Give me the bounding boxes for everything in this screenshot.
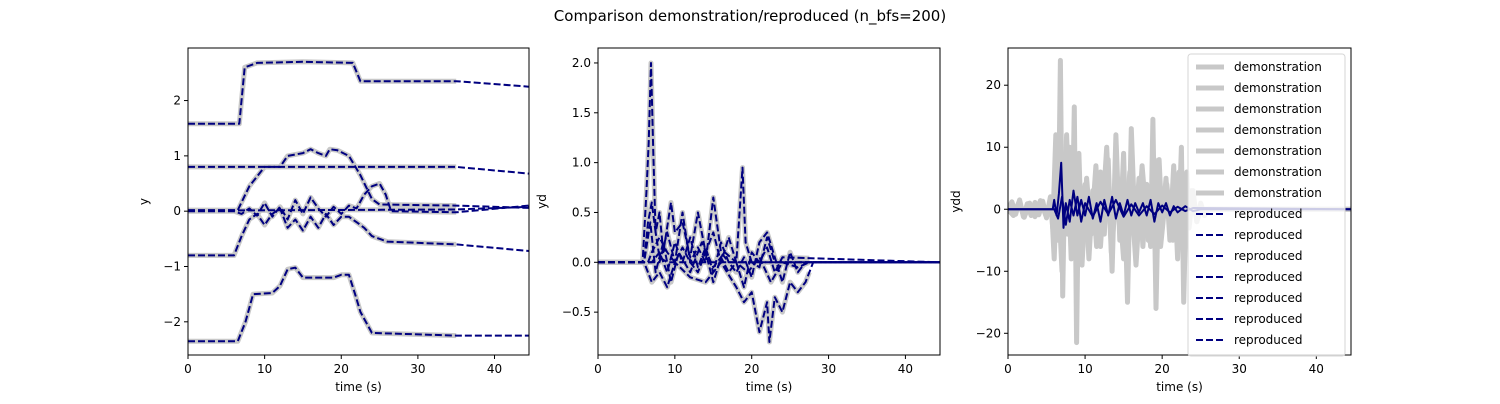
y-tick-label: 2.0 bbox=[572, 56, 591, 70]
x-tick-label: 20 bbox=[334, 362, 349, 376]
reproduced-line-1 bbox=[1008, 161, 1351, 229]
reproduced-line-2 bbox=[188, 165, 529, 175]
reproduced-line-7 bbox=[188, 266, 529, 343]
reproduced-line-7 bbox=[598, 221, 940, 284]
y-axis-label: y bbox=[137, 198, 151, 205]
y-tick-label: 1.5 bbox=[572, 106, 591, 120]
legend-label: reproduced bbox=[1234, 291, 1303, 305]
reproduced-line-2 bbox=[1008, 195, 1351, 226]
panel-3: 0 10 20 30 40 −20 −10 0 10 20 time (s) ydd demonstra… bbox=[949, 47, 1352, 394]
reproduced-line-6 bbox=[188, 207, 529, 257]
x-tick-label: 0 bbox=[594, 362, 602, 376]
x-tick-label: 20 bbox=[744, 362, 759, 376]
legend-label: demonstration bbox=[1234, 123, 1322, 137]
reproduced-line-3 bbox=[188, 148, 529, 212]
legend-label: reproduced bbox=[1234, 228, 1303, 242]
x-tick-label: 30 bbox=[1232, 362, 1247, 376]
plot-area-3 bbox=[1008, 57, 1351, 346]
y-tick-label: 1.0 bbox=[572, 156, 591, 170]
plot-area-2 bbox=[598, 60, 940, 345]
y-tick-label: 0 bbox=[993, 202, 1001, 216]
y-axis-label: ydd bbox=[949, 190, 963, 212]
plot-area-1 bbox=[188, 59, 529, 344]
y-tick-label: 0.0 bbox=[572, 255, 591, 269]
legend-label: demonstration bbox=[1234, 102, 1322, 116]
reproduced-line-4 bbox=[598, 261, 940, 343]
x-tick-label: 30 bbox=[410, 362, 425, 376]
x-tick-label: 40 bbox=[487, 362, 502, 376]
y-tick-label: 1 bbox=[173, 149, 181, 163]
y-tick-label: −10 bbox=[976, 264, 1001, 278]
legend-label: reproduced bbox=[1234, 270, 1303, 284]
x-axis-label: time (s) bbox=[1156, 380, 1203, 394]
axes-frame-3 bbox=[1007, 47, 1352, 356]
axes-frame-1 bbox=[187, 47, 530, 356]
x-tick-label: 10 bbox=[667, 362, 682, 376]
legend-label: reproduced bbox=[1234, 249, 1303, 263]
reproduced-line-2 bbox=[598, 166, 940, 264]
legend-box bbox=[1187, 53, 1346, 357]
y-tick-label: −0.5 bbox=[562, 305, 591, 319]
panel-2: 0 10 20 30 40 −0.5 0.0 0.5 1.0 1.5 2.0 time (s) yd bbox=[535, 47, 941, 394]
legend-label: demonstration bbox=[1234, 60, 1322, 74]
legend-label: demonstration bbox=[1234, 81, 1322, 95]
legend: demonstration demonstration demonstration d… bbox=[1187, 53, 1346, 357]
axes-frame-2 bbox=[597, 47, 941, 356]
y-tick-label: 10 bbox=[986, 140, 1001, 154]
y-tick-label: 20 bbox=[986, 78, 1001, 92]
x-axis-label: time (s) bbox=[335, 380, 382, 394]
x-tick-label: 0 bbox=[184, 362, 192, 376]
panel-1: 0 10 20 30 40 −2 −1 0 1 2 time (s) y bbox=[137, 47, 530, 394]
y-tick-label: −20 bbox=[976, 326, 1001, 340]
x-tick-label: 10 bbox=[257, 362, 272, 376]
figure-title: Comparison demonstration/reproduced (n_b… bbox=[554, 7, 946, 26]
legend-label: demonstration bbox=[1234, 144, 1322, 158]
x-tick-label: 20 bbox=[1155, 362, 1170, 376]
y-tick-label: 0.5 bbox=[572, 205, 591, 219]
legend-label: reproduced bbox=[1234, 312, 1303, 326]
x-tick-label: 10 bbox=[1077, 362, 1092, 376]
x-tick-label: 0 bbox=[1004, 362, 1012, 376]
reproduced-line-6 bbox=[598, 196, 940, 269]
legend-label: reproduced bbox=[1234, 333, 1303, 347]
legend-label: reproduced bbox=[1234, 207, 1303, 221]
legend-label: demonstration bbox=[1234, 186, 1322, 200]
reproduced-line-3 bbox=[598, 236, 940, 289]
y-tick-label: −1 bbox=[163, 259, 181, 273]
x-axis-label: time (s) bbox=[746, 380, 793, 394]
x-tick-label: 40 bbox=[1309, 362, 1324, 376]
y-tick-label: 0 bbox=[173, 204, 181, 218]
y-axis-label: yd bbox=[535, 194, 549, 209]
y-tick-label: −2 bbox=[163, 315, 181, 329]
y-tick-label: 2 bbox=[173, 94, 181, 108]
legend-label: demonstration bbox=[1234, 165, 1322, 179]
x-tick-label: 30 bbox=[821, 362, 836, 376]
reproduced-line-1 bbox=[188, 60, 529, 125]
x-tick-label: 40 bbox=[898, 362, 913, 376]
